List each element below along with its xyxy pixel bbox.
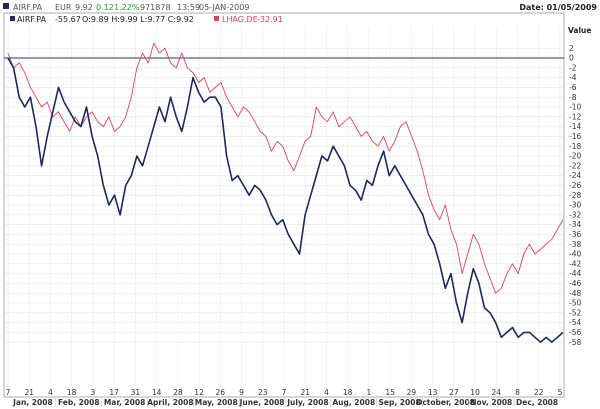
month-label: May, 2008 <box>195 398 238 407</box>
x-tick-label: 3 <box>91 388 96 397</box>
y-axis-label: Value <box>568 26 591 35</box>
x-tick-label: 8 <box>515 388 520 397</box>
y-tick-label: -34 <box>569 220 581 229</box>
quote-last: 9.92 <box>75 3 93 12</box>
quote-ticker: AIRF.PA <box>13 3 43 12</box>
y-tick-label: 0 <box>569 54 574 63</box>
x-tick-label: 23 <box>258 388 268 397</box>
y-tick-label: -4 <box>569 73 577 82</box>
x-tick-label: 7 <box>282 388 287 397</box>
x-tick-label: 21 <box>300 388 310 397</box>
y-tick-label: -52 <box>569 308 581 317</box>
y-tick-label: -56 <box>569 328 581 337</box>
series-line-lhag <box>7 42 564 294</box>
y-tick-label: -54 <box>569 318 581 327</box>
y-axis: Value 20-2-4-6-8-10-12-14-16-18-20-22-24… <box>568 26 591 347</box>
y-tick-label: -48 <box>569 289 581 298</box>
x-tick-label: 4 <box>48 388 53 397</box>
x-tick-label: 18 <box>67 388 77 397</box>
y-tick-label: -40 <box>569 250 581 259</box>
x-tick-label: 18 <box>343 388 353 397</box>
legend-value-airf: -55.67 <box>55 15 81 24</box>
x-tick-label: 17 <box>109 388 119 397</box>
legend-value-lhag: -32.91 <box>257 15 283 24</box>
month-label: July, 2008 <box>286 398 328 407</box>
x-tick-label: 12 <box>194 388 204 397</box>
x-tick-label: 9 <box>239 388 244 397</box>
series-group <box>7 42 564 343</box>
y-tick-label: -8 <box>569 93 577 102</box>
y-tick-label: -10 <box>569 103 581 112</box>
x-tick-label: 31 <box>131 388 141 397</box>
y-tick-label: -2 <box>569 63 577 72</box>
grid <box>4 26 564 387</box>
quote-change: 0.12 <box>96 3 114 12</box>
quote-header: AIRF.PA EUR 9.92 0.12 1.22% 971878 13:59… <box>3 3 597 12</box>
month-label: Dec, 2008 <box>516 398 558 407</box>
quote-volume: 971878 <box>140 3 171 12</box>
x-tick-label: 1 <box>367 388 372 397</box>
x-tick-label: 7 <box>6 388 11 397</box>
quote-time: 13:59 <box>177 3 200 12</box>
y-tick-label: -18 <box>569 142 581 151</box>
y-tick-label: -58 <box>569 338 581 347</box>
month-label: October, 2008 <box>416 398 475 407</box>
y-tick-label: -42 <box>569 259 581 268</box>
legend-swatch-lhag-icon <box>214 16 219 21</box>
y-tick-label: -50 <box>569 299 581 308</box>
x-tick-label: 22 <box>534 388 544 397</box>
x-tick-label: 14 <box>152 388 162 397</box>
x-axis: 7 21 4 18 3 17 31 14 28 12 26 9 23 7 21 4 18 1 15 29 13 27 10 2… <box>6 388 563 407</box>
month-label: Sep, 2008 <box>378 398 420 407</box>
y-tick-label: -6 <box>569 83 577 92</box>
x-tick-label: 21 <box>24 388 34 397</box>
quote-currency: EUR <box>55 3 72 12</box>
y-tick-label: -46 <box>569 279 581 288</box>
y-tick-label: -28 <box>569 191 581 200</box>
x-tick-label: 10 <box>470 388 480 397</box>
y-tick-label: -44 <box>569 269 581 278</box>
y-tick-label: -36 <box>569 230 581 239</box>
y-tick-label: -22 <box>569 161 581 170</box>
month-label: June, 2008 <box>239 398 285 407</box>
y-tick-label: -20 <box>569 152 581 161</box>
legend-label-airf: AIRF.PA <box>17 15 47 24</box>
y-tick-label: -38 <box>569 240 581 249</box>
x-tick-label: 26 <box>216 388 226 397</box>
x-tick-label: 5 <box>558 388 563 397</box>
x-tick-label: 28 <box>173 388 183 397</box>
y-tick-label: 2 <box>569 44 574 53</box>
y-tick-label: -14 <box>569 122 581 131</box>
x-tick-label: 4 <box>324 388 329 397</box>
month-label: Nov, 2008 <box>470 398 512 407</box>
quote-date: 05-JAN-2009 <box>199 3 249 12</box>
y-tick-label: -24 <box>569 171 581 180</box>
x-tick-label: 13 <box>428 388 438 397</box>
legend-ohlc-airf: O:9.89 H:9.99 L:9.77 C:9.92 <box>82 15 194 24</box>
y-tick-label: -26 <box>569 181 581 190</box>
y-tick-label: -16 <box>569 132 581 141</box>
x-tick-label: 24 <box>492 388 502 397</box>
series-line-airf <box>7 57 564 343</box>
y-tick-label: -32 <box>569 210 581 219</box>
month-label: Mar, 2008 <box>104 398 145 407</box>
x-tick-label: 27 <box>449 388 459 397</box>
x-tick-label: 29 <box>407 388 417 397</box>
month-label: Aug, 2008 <box>332 398 375 407</box>
x-tick-label: 15 <box>385 388 395 397</box>
month-label: Feb, 2008 <box>58 398 100 407</box>
legend-swatch-airf-icon <box>10 16 15 21</box>
date-label: Date: 01/05/2009 <box>519 3 597 12</box>
y-tick-label: -12 <box>569 112 581 121</box>
month-label: Jan, 2008 <box>12 398 53 407</box>
legend-label-lhag: LHAG.DE <box>222 15 258 24</box>
month-label: April, 2008 <box>147 398 193 407</box>
quote-change-pct: 1.22% <box>114 3 140 12</box>
y-tick-label: -30 <box>569 201 581 210</box>
legend: AIRF.PA -55.67 O:9.89 H:9.99 L:9.77 C:9.… <box>10 15 283 24</box>
series-swatch-icon <box>3 3 9 9</box>
